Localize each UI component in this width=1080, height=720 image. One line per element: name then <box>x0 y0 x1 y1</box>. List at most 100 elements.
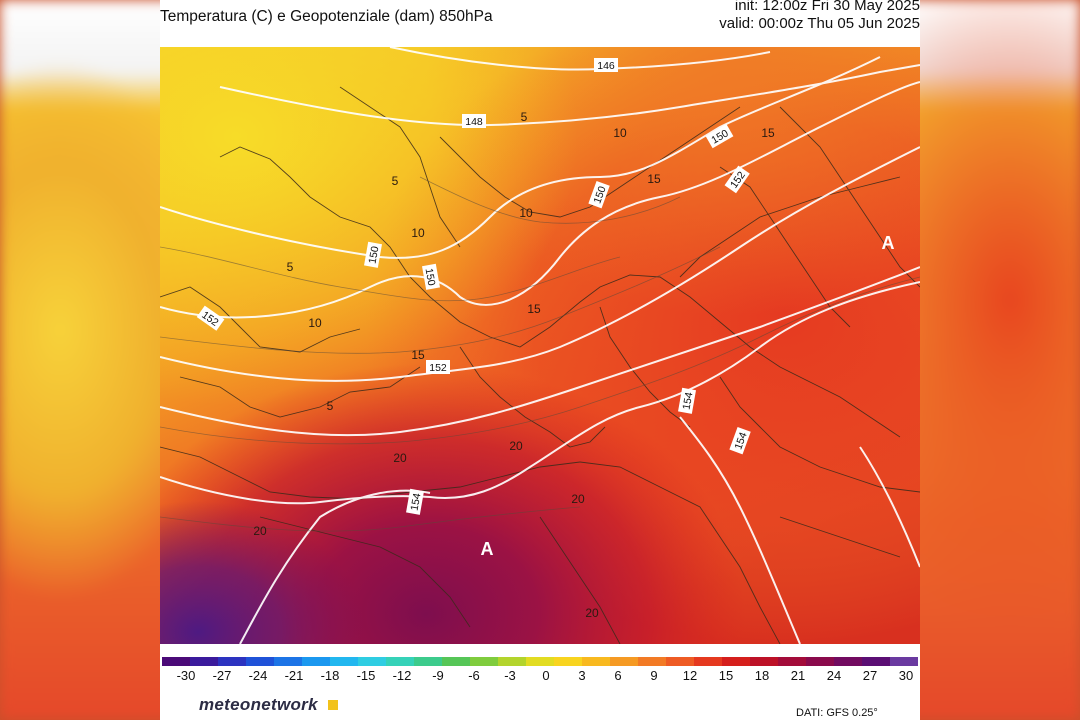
temp-label-12: 20 <box>509 439 523 453</box>
colorbar-tick-label: 6 <box>614 668 622 683</box>
colorbar-tick-label: -21 <box>284 668 304 683</box>
colorbar-segment <box>806 657 834 666</box>
colorbar-segment <box>330 657 358 666</box>
geo-label-152c: 152 <box>426 360 450 374</box>
colorbar-tick-label: -6 <box>468 668 480 683</box>
init-time: init: 12:00z Fri 30 May 2025 <box>734 0 920 14</box>
geopotential-contours <box>160 47 920 644</box>
colorbar-tick-label: -30 <box>176 668 196 683</box>
temperature-contours <box>160 176 920 532</box>
geo-label-154b-text: 154 <box>732 431 749 452</box>
geo-label-148-text: 148 <box>465 116 483 128</box>
colorbar-segment <box>470 657 498 666</box>
colorbar-segment <box>694 657 722 666</box>
colorbar-segment <box>890 657 918 666</box>
temp-label-1: 5 <box>392 174 399 188</box>
high-pressure-markers: A A <box>481 233 895 559</box>
temp-label-15: 20 <box>585 606 599 620</box>
colorbar-tick-label: 9 <box>650 668 658 683</box>
colorbar-segment <box>610 657 638 666</box>
geo-label-154c: 154 <box>406 488 424 515</box>
data-source: DATI: GFS 0.25° <box>796 707 878 719</box>
geo-label-154a-text: 154 <box>681 391 696 410</box>
colorbar-tick-label: 24 <box>826 668 842 683</box>
colorbar-tick-label: 18 <box>754 668 770 683</box>
colorbar-segment <box>386 657 414 666</box>
colorbar-segment <box>582 657 610 666</box>
geo-label-150c-text: 150 <box>367 245 382 264</box>
geo-label-154b: 154 <box>729 426 751 455</box>
colorbar-segment <box>162 657 190 666</box>
temp-label-4: 10 <box>411 226 425 240</box>
colorbar-segment <box>190 657 218 666</box>
run-info: init: 12:00z Fri 30 May 2025 valid: 00:0… <box>719 0 920 33</box>
colorbar-tick-label: 12 <box>682 668 698 683</box>
colorbar-tick-label: -3 <box>504 668 516 683</box>
colorbar-tick-label: -18 <box>320 668 340 683</box>
colorbar-segment <box>274 657 302 666</box>
high-pressure-east: A <box>882 233 895 253</box>
high-pressure-africa: A <box>481 539 494 559</box>
colorbar-tick-label: 27 <box>862 668 878 683</box>
colorbar-tick-label: 30 <box>898 668 914 683</box>
temp-label-16: 10 <box>613 126 627 140</box>
colorbar-segment <box>498 657 526 666</box>
geo-label-148: 148 <box>462 114 486 128</box>
colorbar-segment <box>414 657 442 666</box>
brand-logo-square <box>328 700 338 710</box>
geo-label-150d: 150 <box>422 263 440 290</box>
geo-label-154c-text: 154 <box>409 492 424 511</box>
colorbar-segment <box>218 657 246 666</box>
colorbar-tick-label: 21 <box>790 668 806 683</box>
colorbar-segment <box>750 657 778 666</box>
valid-time: valid: 00:00z Thu 05 Jun 2025 <box>719 15 920 32</box>
temp-label-13: 20 <box>253 524 267 538</box>
temp-label-3: 5 <box>521 110 528 124</box>
temp-label-7: 15 <box>411 348 425 362</box>
temp-label-8: 15 <box>527 302 541 316</box>
geo-label-150c: 150 <box>364 241 382 268</box>
colorbar-segment <box>302 657 330 666</box>
geo-label-146: 146 <box>594 58 618 72</box>
colorbar-segment <box>526 657 554 666</box>
geo-label-146-text: 146 <box>597 60 615 72</box>
temp-label-5: 10 <box>519 206 533 220</box>
geopotential-labels: 146 148 150 150 150 150 152 152 152 154 … <box>196 58 751 515</box>
geo-label-152c-text: 152 <box>429 362 447 374</box>
colorbar-segment <box>862 657 890 666</box>
temp-label-17: 5 <box>327 399 334 413</box>
colorbar-segment <box>638 657 666 666</box>
colorbar-tick-label: -9 <box>432 668 444 683</box>
temp-label-14: 20 <box>571 492 585 506</box>
temp-label-10: 15 <box>761 126 775 140</box>
colorbar-segment <box>666 657 694 666</box>
colorbar-segment <box>778 657 806 666</box>
temp-label-2: 5 <box>287 260 294 274</box>
colorbar-segment <box>722 657 750 666</box>
colorbar-segment <box>246 657 274 666</box>
map-title: Temperatura (C) e Geopotenziale (dam) 85… <box>160 8 493 25</box>
brand-logo-text: meteonetwork <box>199 695 318 714</box>
colorbar-tick-label: 0 <box>542 668 550 683</box>
geo-label-150d-text: 150 <box>423 267 438 286</box>
colorbar-tick-label: -24 <box>248 668 268 683</box>
colorbar-tick-label: 15 <box>718 668 734 683</box>
geo-label-150b: 150 <box>588 180 610 209</box>
colorbar-tick-label: 3 <box>578 668 586 683</box>
temp-label-11: 20 <box>393 451 407 465</box>
colorbar-segment <box>442 657 470 666</box>
temp-label-6: 10 <box>308 316 322 330</box>
colorbar-tick-label: -12 <box>392 668 412 683</box>
geo-label-150b-text: 150 <box>591 185 608 206</box>
colorbar-segment <box>554 657 582 666</box>
temperature-labels: 5 5 5 10 10 10 15 15 15 15 20 20 20 20 2… <box>253 110 775 620</box>
colorbar-ticks: -30 -27 -24 -21 -18 -15 -12 -9 -6 -3 0 3 6 9 12 15 18 21 2… <box>162 668 918 684</box>
geo-label-154a: 154 <box>678 387 696 414</box>
purple-core-shade <box>160 47 920 644</box>
temperature-map: 146 148 150 150 150 150 152 152 152 154 … <box>160 47 920 644</box>
colorbar-segment <box>834 657 862 666</box>
temp-label-9: 15 <box>647 172 661 186</box>
colorbar <box>162 657 918 666</box>
colorbar-tick-label: -27 <box>212 668 232 683</box>
coastlines <box>160 86 920 644</box>
